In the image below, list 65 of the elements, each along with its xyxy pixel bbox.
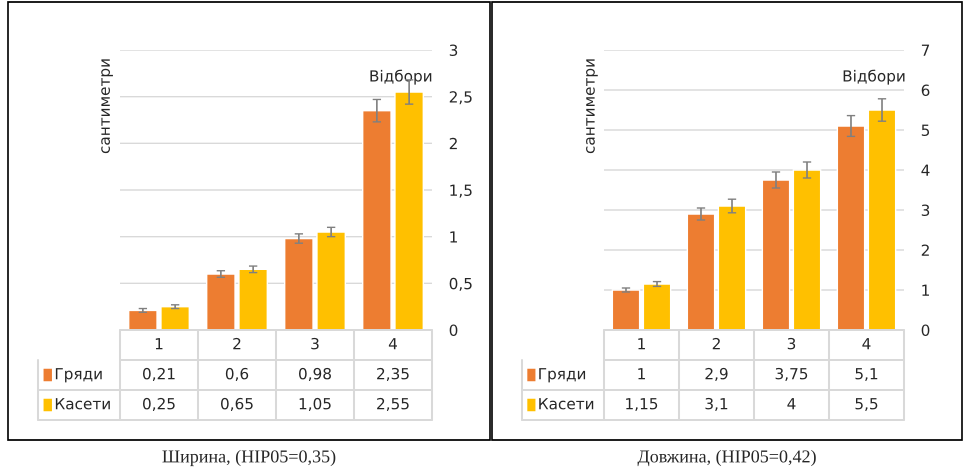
y-tick-label: 6: [922, 84, 930, 96]
data-label: 0,98: [299, 368, 331, 381]
y-axis-title: сантиметри: [101, 59, 113, 154]
bar: [836, 125, 866, 330]
y-tick-label: 2: [450, 138, 457, 150]
bar: [612, 289, 640, 330]
text: Ширина, (НІР05=0,35): [162, 450, 336, 466]
y-tick-label: 0,5: [450, 278, 472, 291]
bar: [362, 110, 392, 330]
bar: [762, 179, 790, 330]
legend-label: Касети: [539, 398, 594, 410]
bar: [686, 213, 716, 330]
data-label: 2,35: [377, 368, 409, 381]
bar: [316, 231, 346, 330]
bar: [128, 310, 158, 330]
x-tick-label: 2: [712, 338, 720, 350]
y-tick-label: 7: [922, 44, 930, 56]
y-tick-label: 1: [922, 284, 929, 296]
y-tick-label: 2: [922, 244, 929, 256]
data-label: 2,55: [377, 398, 409, 411]
data-label: 4: [787, 398, 796, 410]
y-tick-label: 2,5: [450, 91, 472, 104]
data-label: 5,1: [856, 368, 878, 381]
x-tick-label: 1: [638, 338, 645, 350]
y-axis-title: сантиметри: [586, 59, 598, 154]
data-label: 2,9: [705, 368, 728, 381]
bar: [792, 169, 822, 330]
y-tick-label: 3: [450, 44, 458, 56]
data-label: 3,75: [776, 368, 808, 381]
x-tick-label: 2: [233, 338, 240, 350]
y-tick-label: 3: [922, 204, 930, 216]
x-axis-title: Відбори: [844, 70, 904, 85]
x-tick-label: 4: [388, 338, 398, 350]
x-tick-label: 3: [788, 338, 796, 350]
y-tick-label: 0: [922, 324, 930, 336]
x-tick-label: 4: [862, 338, 871, 350]
data-label: 3,1: [706, 398, 728, 411]
bar: [642, 283, 672, 330]
bar: [160, 306, 190, 330]
bar: [284, 238, 314, 330]
data-label: 1: [638, 368, 645, 380]
bar: [718, 205, 746, 330]
legend-label: Гряди: [539, 368, 586, 382]
data-label: 0,25: [143, 398, 175, 411]
x-tick-label: 1: [156, 338, 162, 350]
bar: [394, 91, 424, 330]
data-label: 0,21: [143, 368, 175, 381]
legend-label: Касети: [56, 398, 110, 410]
x-axis-title: Відбори: [370, 70, 432, 85]
data-label: 0,65: [221, 398, 253, 411]
y-tick-label: 1: [450, 231, 457, 242]
y-tick-label: 5: [922, 124, 930, 136]
data-label: 0,6: [226, 368, 248, 381]
data-label: 1,05: [300, 398, 331, 411]
bar: [868, 109, 896, 330]
x-tick-label: 3: [311, 338, 319, 350]
data-label: 5,5: [856, 398, 878, 411]
legend-label: Гряди: [56, 368, 102, 382]
data-label: 1,15: [626, 398, 658, 411]
y-tick-label: 1,5: [450, 184, 472, 198]
y-tick-label: 0: [450, 324, 458, 336]
text: Довжина, (НІР05=0,42): [638, 450, 816, 466]
bar: [238, 268, 268, 330]
y-tick-label: 4: [921, 164, 930, 176]
bar: [206, 273, 236, 330]
